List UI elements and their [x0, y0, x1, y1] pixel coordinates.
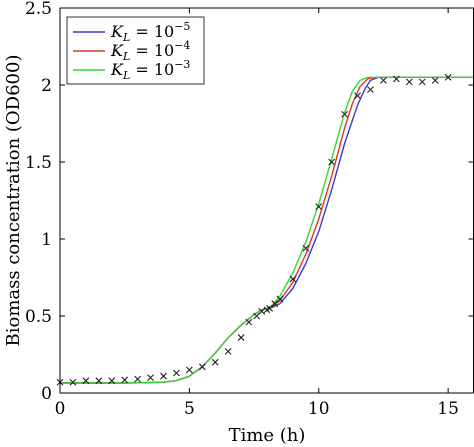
x-tick-label: 10 — [308, 399, 330, 419]
legend-base: K — [110, 60, 124, 79]
legend-eq: = 10 — [130, 60, 174, 79]
y-tick-label: 1.5 — [25, 153, 52, 173]
legend-eq: = 10 — [130, 22, 174, 41]
data-point-marker — [147, 374, 154, 381]
data-point-marker — [82, 377, 90, 385]
markers-layer — [56, 73, 452, 386]
data-point-marker — [315, 203, 323, 211]
data-point-marker — [258, 307, 266, 315]
legend-entry-1: KL = 10−5 — [110, 20, 190, 44]
data-point-marker — [108, 377, 116, 385]
series-line-3 — [60, 76, 474, 384]
data-point-marker — [405, 78, 413, 86]
legend-sub: L — [122, 50, 130, 63]
data-point-marker — [431, 76, 439, 84]
data-point-marker — [245, 318, 253, 326]
x-tick-label: 0 — [55, 399, 66, 419]
x-axis-label: Time (h) — [229, 425, 306, 446]
data-point-marker — [276, 295, 284, 303]
legend: KL = 10−5KL = 10−4KL = 10−3 — [66, 16, 205, 85]
data-point-marker — [380, 76, 387, 84]
y-tick-label: 2.5 — [25, 0, 52, 19]
data-point-marker — [418, 78, 426, 86]
legend-eq: = 10 — [130, 41, 174, 60]
x-tick-label: 15 — [437, 399, 459, 419]
legend-base: K — [110, 41, 124, 60]
legend-base: K — [110, 22, 124, 41]
legend-sup: −4 — [174, 39, 190, 52]
legend-sup: −3 — [174, 58, 190, 71]
data-point-marker — [354, 92, 361, 100]
data-point-marker — [392, 75, 400, 83]
data-point-marker — [198, 363, 206, 371]
y-tick-label: 1 — [41, 230, 52, 250]
data-point-marker — [69, 378, 77, 386]
legend-entry-2: KL = 10−4 — [110, 39, 190, 63]
data-point-marker — [289, 275, 297, 283]
legend-sub: L — [122, 31, 130, 44]
data-point-marker — [173, 369, 180, 377]
y-tick-label: 0 — [41, 384, 52, 404]
axes-layer: 0 5 10 15 0 0.5 1 1.5 2 2.5 — [25, 0, 474, 419]
x-tick-label: 5 — [184, 399, 195, 419]
y-tick-label: 0.5 — [25, 307, 52, 327]
data-point-marker — [341, 110, 349, 118]
data-point-marker — [224, 348, 232, 355]
data-point-marker — [367, 86, 374, 94]
legend-entry-3: KL = 10−3 — [110, 58, 190, 82]
data-point-marker — [237, 334, 245, 341]
data-point-marker — [121, 376, 129, 384]
data-point-marker — [160, 372, 167, 380]
y-axis-label: Biomass concentration (OD600) — [3, 55, 24, 347]
legend-sub: L — [122, 69, 130, 82]
data-point-marker — [302, 244, 310, 252]
legend-sup: −5 — [174, 20, 190, 33]
y-tick-label: 2 — [41, 76, 52, 96]
data-point-marker — [328, 158, 336, 166]
data-point-marker — [95, 377, 103, 385]
data-point-marker — [134, 375, 142, 383]
data-point-marker — [211, 358, 219, 366]
data-point-marker — [444, 73, 452, 81]
data-point-marker — [185, 366, 193, 374]
